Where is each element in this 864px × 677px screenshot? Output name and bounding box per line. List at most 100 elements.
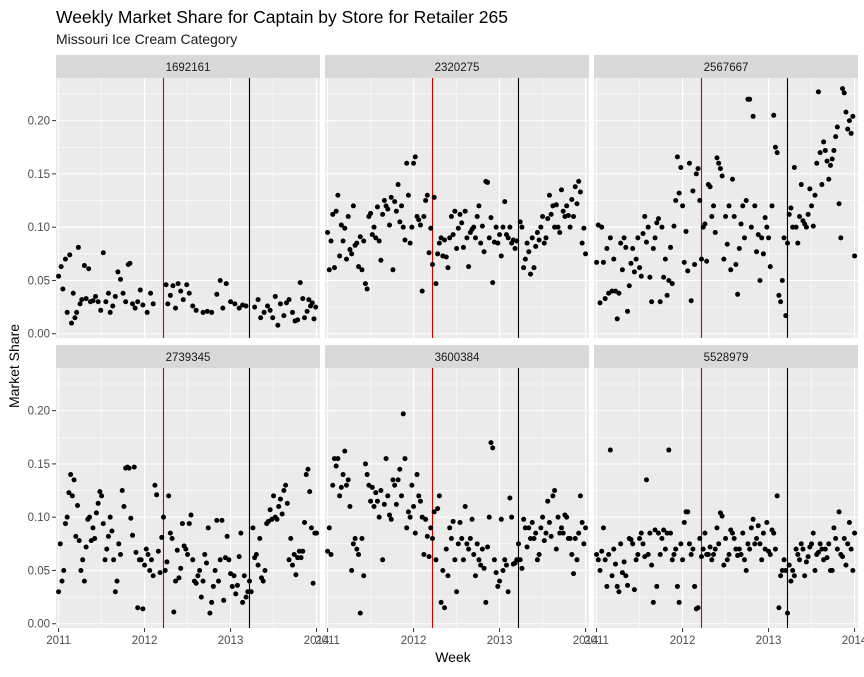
data-point [220, 305, 226, 311]
data-point [686, 541, 692, 547]
data-point [750, 113, 756, 119]
data-point [485, 544, 491, 550]
data-point [599, 548, 605, 554]
data-point [548, 533, 554, 539]
x-tick-label: 2011 [315, 635, 340, 647]
chart-title: Weekly Market Share for Captain by Store… [56, 7, 508, 27]
data-point [557, 530, 563, 536]
data-point [69, 493, 75, 499]
data-point [386, 222, 392, 228]
data-point [167, 292, 173, 298]
data-point [822, 147, 828, 153]
data-point [190, 303, 196, 309]
data-point [440, 567, 446, 573]
data-point [700, 546, 706, 552]
data-point [68, 472, 74, 478]
data-point [774, 493, 780, 499]
facet-strip-label: 2567667 [704, 62, 749, 74]
y-tick-label: 0.15 [28, 459, 50, 471]
data-point [478, 240, 484, 246]
data-point [399, 203, 405, 209]
data-point [83, 544, 89, 550]
data-point [747, 546, 753, 552]
data-point [114, 578, 120, 584]
data-point [666, 447, 672, 453]
data-point [662, 546, 668, 552]
x-tick-label: 2014 [842, 635, 864, 647]
data-point [790, 224, 796, 230]
data-point [726, 551, 732, 557]
data-point [545, 216, 551, 222]
data-point [340, 238, 346, 244]
data-point [655, 216, 661, 222]
data-point [436, 240, 442, 246]
data-point [170, 283, 176, 289]
data-point [528, 535, 534, 541]
data-point [284, 500, 290, 506]
data-point [195, 573, 201, 579]
data-point [831, 525, 837, 531]
data-point [163, 282, 169, 288]
data-point [845, 126, 851, 132]
data-point [767, 551, 773, 557]
data-point [267, 307, 273, 313]
data-point [127, 260, 133, 266]
data-point [776, 605, 782, 611]
data-point [553, 202, 559, 208]
data-point [616, 589, 622, 595]
data-point [150, 573, 156, 579]
data-point [719, 513, 725, 519]
data-point [277, 496, 283, 502]
data-point [376, 238, 382, 244]
data-point [607, 235, 613, 241]
data-point [300, 548, 306, 554]
data-point [140, 302, 146, 308]
data-point [75, 244, 81, 250]
data-point [70, 290, 76, 296]
data-point [760, 251, 766, 257]
data-point [402, 237, 408, 243]
data-point [548, 211, 554, 217]
x-tick-label: 2011 [46, 635, 71, 647]
data-point [243, 594, 249, 600]
facet-strip [56, 55, 320, 78]
data-point [795, 240, 801, 246]
data-point [522, 256, 528, 262]
data-point [412, 530, 418, 536]
data-point [178, 288, 184, 294]
data-point [338, 484, 344, 490]
data-point [733, 261, 739, 267]
data-point [416, 493, 422, 499]
data-point [393, 501, 399, 507]
x-tick-label: 2013 [218, 635, 244, 647]
data-point [686, 160, 692, 166]
data-point [185, 551, 191, 557]
data-point [545, 498, 551, 504]
data-point [428, 525, 434, 531]
data-point [289, 562, 295, 568]
data-point [361, 573, 367, 579]
data-point [57, 541, 63, 547]
data-point [433, 557, 439, 563]
data-point [495, 583, 501, 589]
data-point [407, 240, 413, 246]
data-point [179, 521, 185, 527]
data-point [805, 554, 811, 560]
data-point [257, 535, 263, 541]
data-point [148, 557, 154, 563]
data-point [536, 551, 542, 557]
data-point [619, 570, 625, 576]
data-point [105, 290, 111, 296]
data-point [555, 224, 561, 230]
data-point [752, 203, 758, 209]
data-point [262, 567, 268, 573]
data-point [159, 534, 165, 540]
data-point [564, 514, 570, 520]
data-point [852, 530, 858, 536]
x-tick-label: 2012 [132, 635, 158, 647]
data-point [714, 525, 720, 531]
data-point [609, 573, 615, 579]
y-axis-title: Market Share [6, 324, 22, 408]
facet-panel: 2567667 [594, 55, 858, 338]
data-point [331, 456, 337, 462]
